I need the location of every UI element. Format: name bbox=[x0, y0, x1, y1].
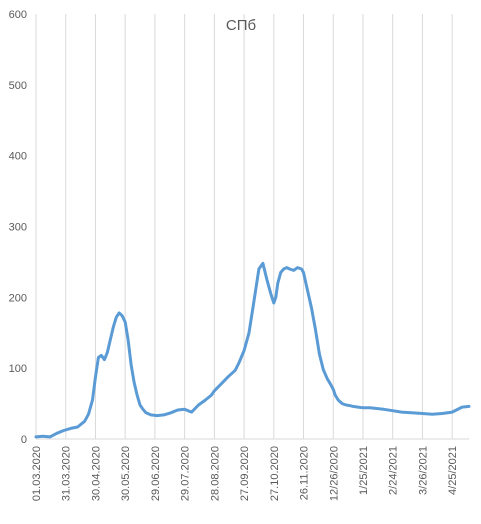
x-tick-label: 3/26/2021 bbox=[417, 446, 429, 495]
x-tick-label: 30.05.2020 bbox=[120, 446, 132, 501]
chart-title: СПб bbox=[226, 17, 256, 34]
y-tick-label: 600 bbox=[9, 9, 27, 21]
y-tick-label: 500 bbox=[9, 80, 27, 92]
series-line bbox=[34, 261, 471, 439]
x-axis-tick-labels: 01.03.2020 31.03.2020 30.04.2020 30.05.2020… bbox=[31, 446, 459, 501]
x-tick-label: 4/25/2021 bbox=[447, 446, 459, 495]
y-tick-label: 300 bbox=[9, 222, 27, 234]
x-tick-label: 29.06.2020 bbox=[150, 446, 162, 501]
y-tick-label: 100 bbox=[9, 363, 27, 375]
x-tick-label: 27.10.2020 bbox=[269, 446, 281, 501]
vertical-gridlines bbox=[35, 14, 453, 439]
x-tick-label: 30.04.2020 bbox=[90, 446, 102, 501]
x-tick-label: 28.08.2020 bbox=[209, 446, 221, 501]
x-tick-label: 31.03.2020 bbox=[61, 446, 73, 501]
x-tick-label: 12/26/2020 bbox=[328, 446, 340, 501]
y-axis-tick-labels: 0 100 200 300 400 500 600 bbox=[9, 9, 27, 446]
x-tick-label: 1/25/2021 bbox=[358, 446, 370, 495]
y-tick-label: 0 bbox=[21, 434, 27, 446]
x-tick-label: 26.11.2020 bbox=[299, 446, 311, 500]
x-tick-label: 27.09.2020 bbox=[239, 446, 251, 501]
x-tick-label: 29.07.2020 bbox=[180, 446, 192, 501]
x-tick-label: 2/24/2021 bbox=[388, 446, 400, 495]
y-tick-label: 400 bbox=[9, 151, 27, 163]
y-tick-label: 200 bbox=[9, 292, 27, 304]
x-tick-label: 01.03.2020 bbox=[31, 446, 43, 501]
